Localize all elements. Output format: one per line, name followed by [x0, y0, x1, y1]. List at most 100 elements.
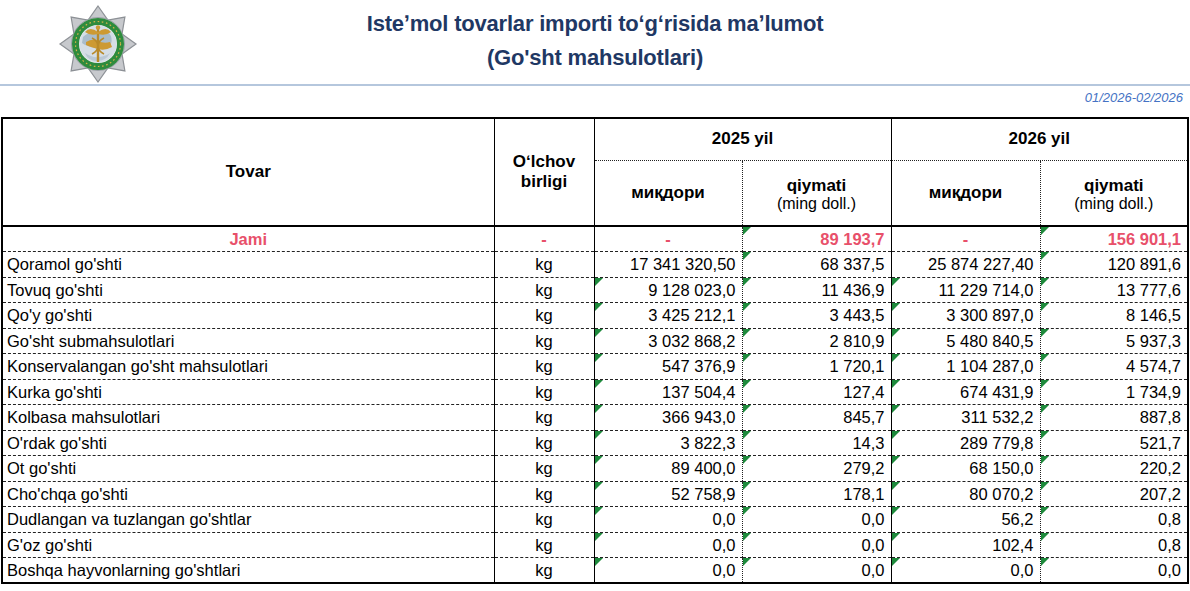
value-2025-cell: 14,3 — [742, 430, 891, 456]
table-row: Ot go'shtikg89 400,0279,268 150,0220,2 — [2, 456, 1188, 482]
cell-error-flag-icon — [595, 329, 603, 337]
qty-2025-cell: 9 128 023,0 — [594, 277, 742, 303]
cell-error-flag-icon — [595, 482, 603, 490]
qty-2026-cell: 80 070,2 — [891, 481, 1040, 507]
cell-error-flag-icon — [1041, 507, 1049, 515]
cell-error-flag-icon — [892, 303, 900, 311]
cell-error-flag-icon — [595, 278, 603, 286]
report-title-line1: Isteʼmol tovarlar importi toʻgʻrisida ma… — [0, 7, 1190, 41]
product-cell: Kolbasa mahsulotlari — [2, 405, 494, 431]
cell-error-flag-icon — [595, 354, 603, 362]
table-row: Kolbasa mahsulotlarikg366 943,0845,7311 … — [2, 405, 1188, 431]
cell-error-flag-icon — [1041, 303, 1049, 311]
qty-2025-cell: 52 758,9 — [594, 481, 742, 507]
cell-error-flag-icon — [1041, 227, 1049, 235]
qty-2025-cell: 366 943,0 — [594, 405, 742, 431]
value-2025-cell: 845,7 — [742, 405, 891, 431]
qty-2025-cell: 137 504,4 — [594, 379, 742, 405]
column-header-value-2026: qiymati (ming doll.) — [1040, 160, 1188, 226]
qty-2026-cell: 289 779,8 — [891, 430, 1040, 456]
header-divider — [0, 84, 1190, 86]
cell-error-flag-icon — [892, 380, 900, 388]
product-cell: Go'sht submahsulotlari — [2, 328, 494, 354]
qty-2026-cell: 102,4 — [891, 532, 1040, 558]
value-2025-cell: 127,4 — [742, 379, 891, 405]
cell-error-flag-icon — [892, 482, 900, 490]
cell-error-flag-icon — [892, 329, 900, 337]
report-title: Isteʼmol tovarlar importi toʻgʻrisida ma… — [0, 7, 1190, 75]
table-row: Konservalangan go'sht mahsulotlarikg547 … — [2, 354, 1188, 380]
qty-2026-cell: 68 150,0 — [891, 456, 1040, 482]
qty-2026-cell: 311 532,2 — [891, 405, 1040, 431]
value-2026-cell: 0,8 — [1040, 532, 1188, 558]
table-row: Dudlangan va tuzlangan go'shtlarkg0,00,0… — [2, 507, 1188, 533]
qty-2026-cell: 0,0 — [891, 558, 1040, 584]
cell-error-flag-icon — [595, 456, 603, 464]
cell-error-flag-icon — [892, 278, 900, 286]
table-row: Qoramol go'shtikg17 341 320,5068 337,525… — [2, 252, 1188, 278]
product-cell: Ot go'shti — [2, 456, 494, 482]
product-cell: Konservalangan go'sht mahsulotlari — [2, 354, 494, 380]
value-2025-cell: 178,1 — [742, 481, 891, 507]
value-2026-cell: 13 777,6 — [1040, 277, 1188, 303]
value-2025-cell: 0,0 — [742, 558, 891, 584]
unit-cell: kg — [494, 277, 594, 303]
value-2026-cell: 8 146,5 — [1040, 303, 1188, 329]
unit-cell: kg — [494, 328, 594, 354]
cell-error-flag-icon — [1041, 533, 1049, 541]
cell-error-flag-icon — [892, 431, 900, 439]
qty-2025-cell: 89 400,0 — [594, 456, 742, 482]
column-header-unit: Oʻlchov birligi — [494, 118, 594, 226]
qty-2026-cell: 3 300 897,0 — [891, 303, 1040, 329]
cell-error-flag-icon — [892, 533, 900, 541]
cell-error-flag-icon — [743, 329, 751, 337]
qty-2025-cell: 3 822,3 — [594, 430, 742, 456]
report-page: Isteʼmol tovarlar importi toʻgʻrisida ma… — [0, 0, 1190, 591]
table-row: Boshqa hayvonlarning go'shtlarikg0,00,00… — [2, 558, 1188, 584]
cell-error-flag-icon — [743, 380, 751, 388]
product-cell: Cho'chqa go'shti — [2, 481, 494, 507]
value-2025-cell: 2 810,9 — [742, 328, 891, 354]
cell-error-flag-icon — [743, 456, 751, 464]
unit-cell: kg — [494, 379, 594, 405]
cell-error-flag-icon — [743, 533, 751, 541]
table-row: O'rdak go'shtikg3 822,314,3289 779,8521,… — [2, 430, 1188, 456]
qty-2026-cell: - — [891, 226, 1040, 252]
cell-error-flag-icon — [595, 380, 603, 388]
value-header-unit: (ming doll.) — [1041, 195, 1188, 212]
unit-cell: kg — [494, 532, 594, 558]
value-2025-cell: 11 436,9 — [742, 277, 891, 303]
cell-error-flag-icon — [892, 558, 900, 566]
cell-error-flag-icon — [743, 252, 751, 260]
qty-2025-cell: 0,0 — [594, 507, 742, 533]
unit-cell: kg — [494, 481, 594, 507]
cell-error-flag-icon — [1041, 431, 1049, 439]
qty-2025-cell: 0,0 — [594, 558, 742, 584]
value-2026-cell: 120 891,6 — [1040, 252, 1188, 278]
cell-error-flag-icon — [743, 431, 751, 439]
product-cell: Tovuq go'shti — [2, 277, 494, 303]
value-2025-cell: 3 443,5 — [742, 303, 891, 329]
cell-error-flag-icon — [1041, 329, 1049, 337]
value-2026-cell: 207,2 — [1040, 481, 1188, 507]
cell-error-flag-icon — [743, 482, 751, 490]
table-row: Tovuq go'shtikg9 128 023,011 436,911 229… — [2, 277, 1188, 303]
value-2026-cell: 1 734,9 — [1040, 379, 1188, 405]
cell-error-flag-icon — [743, 507, 751, 515]
value-2026-cell: 521,7 — [1040, 430, 1188, 456]
column-header-qty-2026: миқдори — [891, 160, 1040, 226]
cell-error-flag-icon — [595, 533, 603, 541]
table-row: Qo'y go'shtikg3 425 212,13 443,53 300 89… — [2, 303, 1188, 329]
unit-cell: kg — [494, 430, 594, 456]
column-header-value-2025: qiymati (ming doll.) — [742, 160, 891, 226]
value-header-unit: (ming doll.) — [743, 195, 891, 212]
value-header-label: qiymati — [743, 174, 891, 195]
product-cell: O'rdak go'shti — [2, 430, 494, 456]
qty-2025-cell: 17 341 320,50 — [594, 252, 742, 278]
cell-error-flag-icon — [743, 278, 751, 286]
table-row: Go'sht submahsulotlarikg3 032 868,22 810… — [2, 328, 1188, 354]
product-cell: G'oz go'shti — [2, 532, 494, 558]
qty-2025-cell: 3 425 212,1 — [594, 303, 742, 329]
cell-error-flag-icon — [595, 303, 603, 311]
product-cell: Jami — [2, 226, 494, 252]
